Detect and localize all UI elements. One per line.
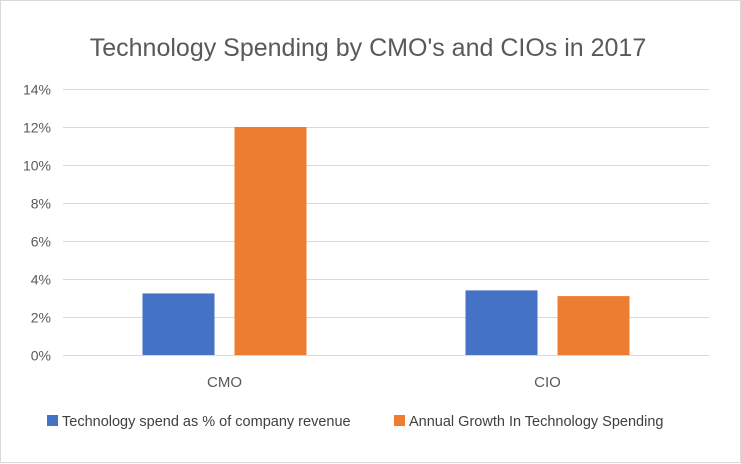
x-category-label: CIO	[534, 374, 561, 391]
legend-swatch	[394, 415, 405, 426]
bar-cmo-series-2	[234, 127, 307, 355]
legend-swatch	[47, 415, 58, 426]
x-axis-categories: CMO CIO	[207, 374, 561, 391]
chart-title: Technology Spending by CMO's and CIOs in…	[90, 34, 646, 62]
y-tick-label: 12%	[23, 120, 51, 136]
y-axis-ticks: 0% 2% 4% 6% 8% 10% 12% 14%	[23, 82, 51, 364]
bars	[142, 127, 630, 355]
x-category-label: CMO	[207, 374, 242, 391]
legend-label: Technology spend as % of company revenue	[62, 414, 351, 430]
y-tick-label: 4%	[31, 272, 51, 288]
legend-label: Annual Growth In Technology Spending	[409, 414, 663, 430]
y-tick-label: 0%	[31, 348, 51, 364]
y-tick-label: 2%	[31, 310, 51, 326]
y-tick-label: 6%	[31, 234, 51, 250]
y-tick-label: 8%	[31, 196, 51, 212]
y-tick-label: 10%	[23, 158, 51, 174]
bar-cio-series-1	[465, 290, 538, 355]
bar-cmo-series-1	[142, 293, 215, 355]
legend: Technology spend as % of company revenue…	[47, 414, 663, 430]
y-tick-label: 14%	[23, 82, 51, 98]
bar-cio-series-2	[557, 296, 630, 355]
